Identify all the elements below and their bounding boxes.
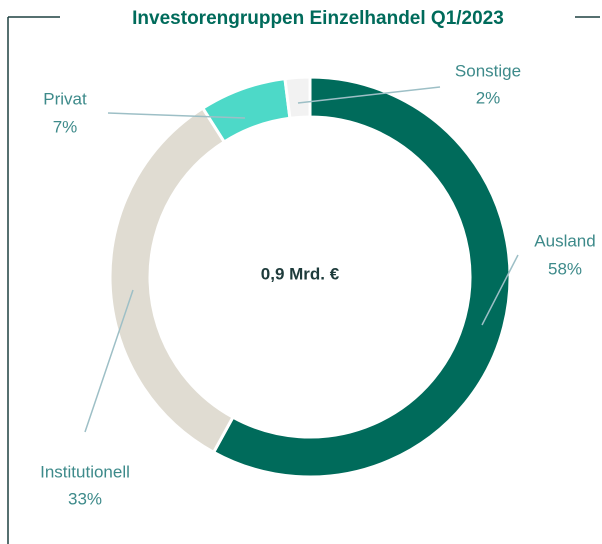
category-label: Ausland [534,231,595,250]
donut-segment [283,75,312,120]
donut-segment [211,75,512,479]
value-label: 58% [548,259,582,278]
category-label: Institutionell [40,462,130,481]
leader-line [107,112,246,119]
center-label: 0,9 Mrd. € [261,264,340,283]
value-label: 7% [53,117,78,136]
donut-segment [108,106,235,455]
value-label: 2% [476,88,501,107]
leader-line [297,86,441,104]
category-label: Sonstige [455,61,521,80]
value-label: 33% [68,489,102,508]
leader-line [481,254,519,326]
chart-title: Investorengruppen Einzelhandel Q1/2023 [132,8,504,29]
category-label: Privat [43,89,87,108]
leader-line [84,289,134,433]
